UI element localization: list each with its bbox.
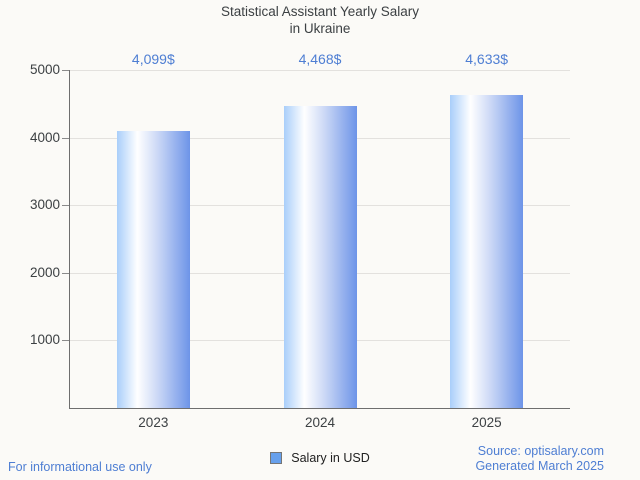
chart-title: Statistical Assistant Yearly Salary in U… bbox=[0, 3, 640, 37]
y-axis-tick-1000 bbox=[62, 340, 69, 342]
bar-2025 bbox=[450, 94, 524, 408]
legend-series-marker-icon bbox=[270, 452, 283, 464]
value-label-2023: 4,099$ bbox=[131, 51, 175, 67]
value-label-2025: 4,633$ bbox=[465, 51, 509, 67]
y-axis-tick-2000 bbox=[62, 272, 69, 274]
gridline-5000 bbox=[70, 70, 570, 71]
x-axis-label-2023: 2023 bbox=[138, 415, 169, 430]
y-axis-label-1000: 1000 bbox=[29, 332, 60, 348]
bar-2023 bbox=[116, 130, 190, 408]
x-axis-label-2024: 2024 bbox=[304, 415, 336, 430]
legend-series-label: Salary in USD bbox=[291, 451, 370, 465]
y-axis-tick-3000 bbox=[62, 205, 69, 207]
disclaimer-text: For informational use only bbox=[8, 460, 152, 474]
chart-title-line-1: Statistical Assistant Yearly Salary bbox=[220, 4, 420, 19]
source-attribution: Source: optisalary.com Generated March 2… bbox=[475, 444, 604, 473]
y-axis-tick-5000 bbox=[62, 70, 69, 71]
y-axis-label-5000: 5000 bbox=[29, 62, 60, 77]
y-axis-label-2000: 2000 bbox=[29, 264, 60, 280]
legend: Salary in USD bbox=[0, 451, 640, 465]
y-axis-tick-4000 bbox=[62, 137, 69, 139]
plot-area bbox=[69, 70, 570, 409]
generated-date-text: Generated March 2025 bbox=[475, 458, 604, 473]
value-label-2024: 4,468$ bbox=[298, 51, 342, 67]
source-text: Source: optisalary.com bbox=[477, 444, 604, 458]
y-axis-label-3000: 3000 bbox=[29, 197, 60, 213]
x-axis-label-2025: 2025 bbox=[471, 415, 502, 430]
y-axis-label-4000: 4000 bbox=[29, 129, 60, 145]
chart-title-line-2: in Ukraine bbox=[289, 21, 351, 36]
bar-2024 bbox=[283, 105, 357, 408]
